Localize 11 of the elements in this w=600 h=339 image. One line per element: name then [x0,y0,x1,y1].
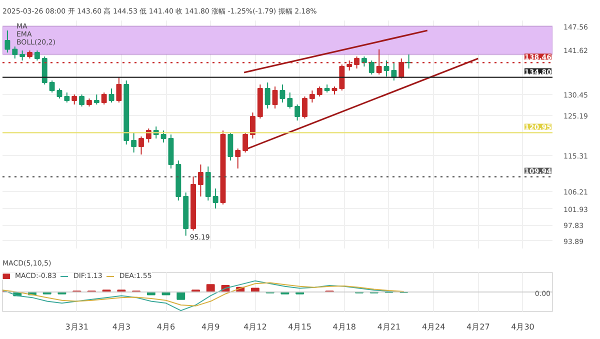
x-tick-label: 3月31 [65,322,88,332]
x-tick-label: 4月15 [288,322,312,332]
x-tick-label: 4月21 [377,322,401,332]
x-tick-label: 4月24 [422,322,446,332]
x-tick-label: 4月27 [466,322,490,332]
x-tick-label: 4月30 [511,322,534,332]
x-tick-label: 4月6 [156,322,176,332]
x-tick-label: 4月9 [202,322,220,332]
x-tick-label: 4月18 [332,322,356,332]
x-tick-label: 4月12 [244,322,267,332]
x-tick-label: 4月3 [112,322,131,332]
